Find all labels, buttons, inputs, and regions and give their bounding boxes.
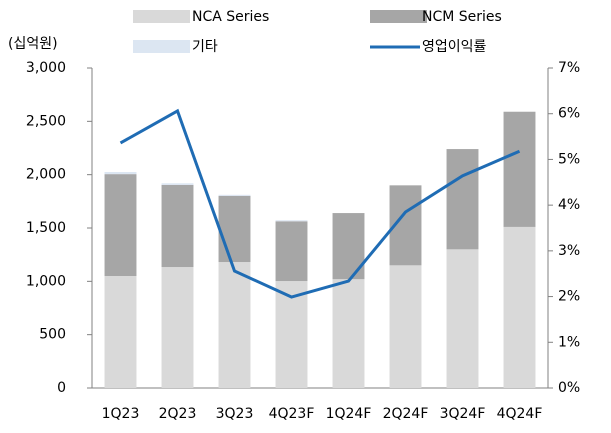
x-tick-label: 2Q23 [159,406,197,422]
legend-swatch [370,10,427,23]
x-tick-label: 1Q24F [326,406,372,422]
bar-segment [389,265,422,388]
x-tick-label: 4Q23F [269,406,315,422]
legend-swatch [133,10,190,23]
x-tick-label: 3Q23 [216,406,254,422]
bar-segment [503,226,536,388]
x-tick-label: 1Q23 [102,406,140,422]
legend-label: 기타 [192,39,218,55]
line [119,108,521,299]
bar-segment [104,276,137,388]
bar-segment [218,262,251,388]
bar-segment [275,220,308,222]
bar-segment [161,184,194,268]
bar-segment [446,149,479,250]
y-tick-label: 3,000 [26,60,66,76]
x-tick-label: 4Q24F [497,406,543,422]
legend-swatch [133,40,190,53]
bar-segment [275,221,308,282]
y2-tick-label: 1% [558,334,580,350]
x-tick-label: 2Q24F [383,406,429,422]
y2-tick-label: 3% [558,243,580,259]
y-tick-label: 0 [57,380,66,396]
y-unit: (십억원) [8,36,58,52]
bar-segment [218,195,251,263]
bar-segment [275,281,308,388]
y2-tick-label: 0% [558,380,580,396]
bar-segment [161,183,194,185]
bar-segment [161,267,194,388]
y2-tick-label: 6% [558,106,580,122]
bar-segment [104,174,137,276]
y2-tick-label: 4% [558,197,580,213]
y2-tick-label: 5% [558,151,580,167]
y2-tick-label: 2% [558,289,580,305]
bar-segment [446,249,479,388]
bar-segment [503,111,536,227]
x-tick-label: 3Q24F [440,406,486,422]
y-tick-label: 1,500 [26,220,66,236]
bar-segment [332,279,365,388]
y-tick-label: 2,000 [26,167,66,183]
y-tick-label: 2,500 [26,113,66,129]
y2-tick-label: 7% [558,60,580,76]
y-tick-label: 1,000 [26,273,66,289]
y-tick-label: 500 [39,327,66,343]
bar-segment [218,194,251,196]
legend-label: NCA Series [192,9,269,25]
bar-segment [104,172,137,175]
legend-label: NCM Series [422,9,502,25]
legend-label: 영업이익률 [422,39,487,55]
